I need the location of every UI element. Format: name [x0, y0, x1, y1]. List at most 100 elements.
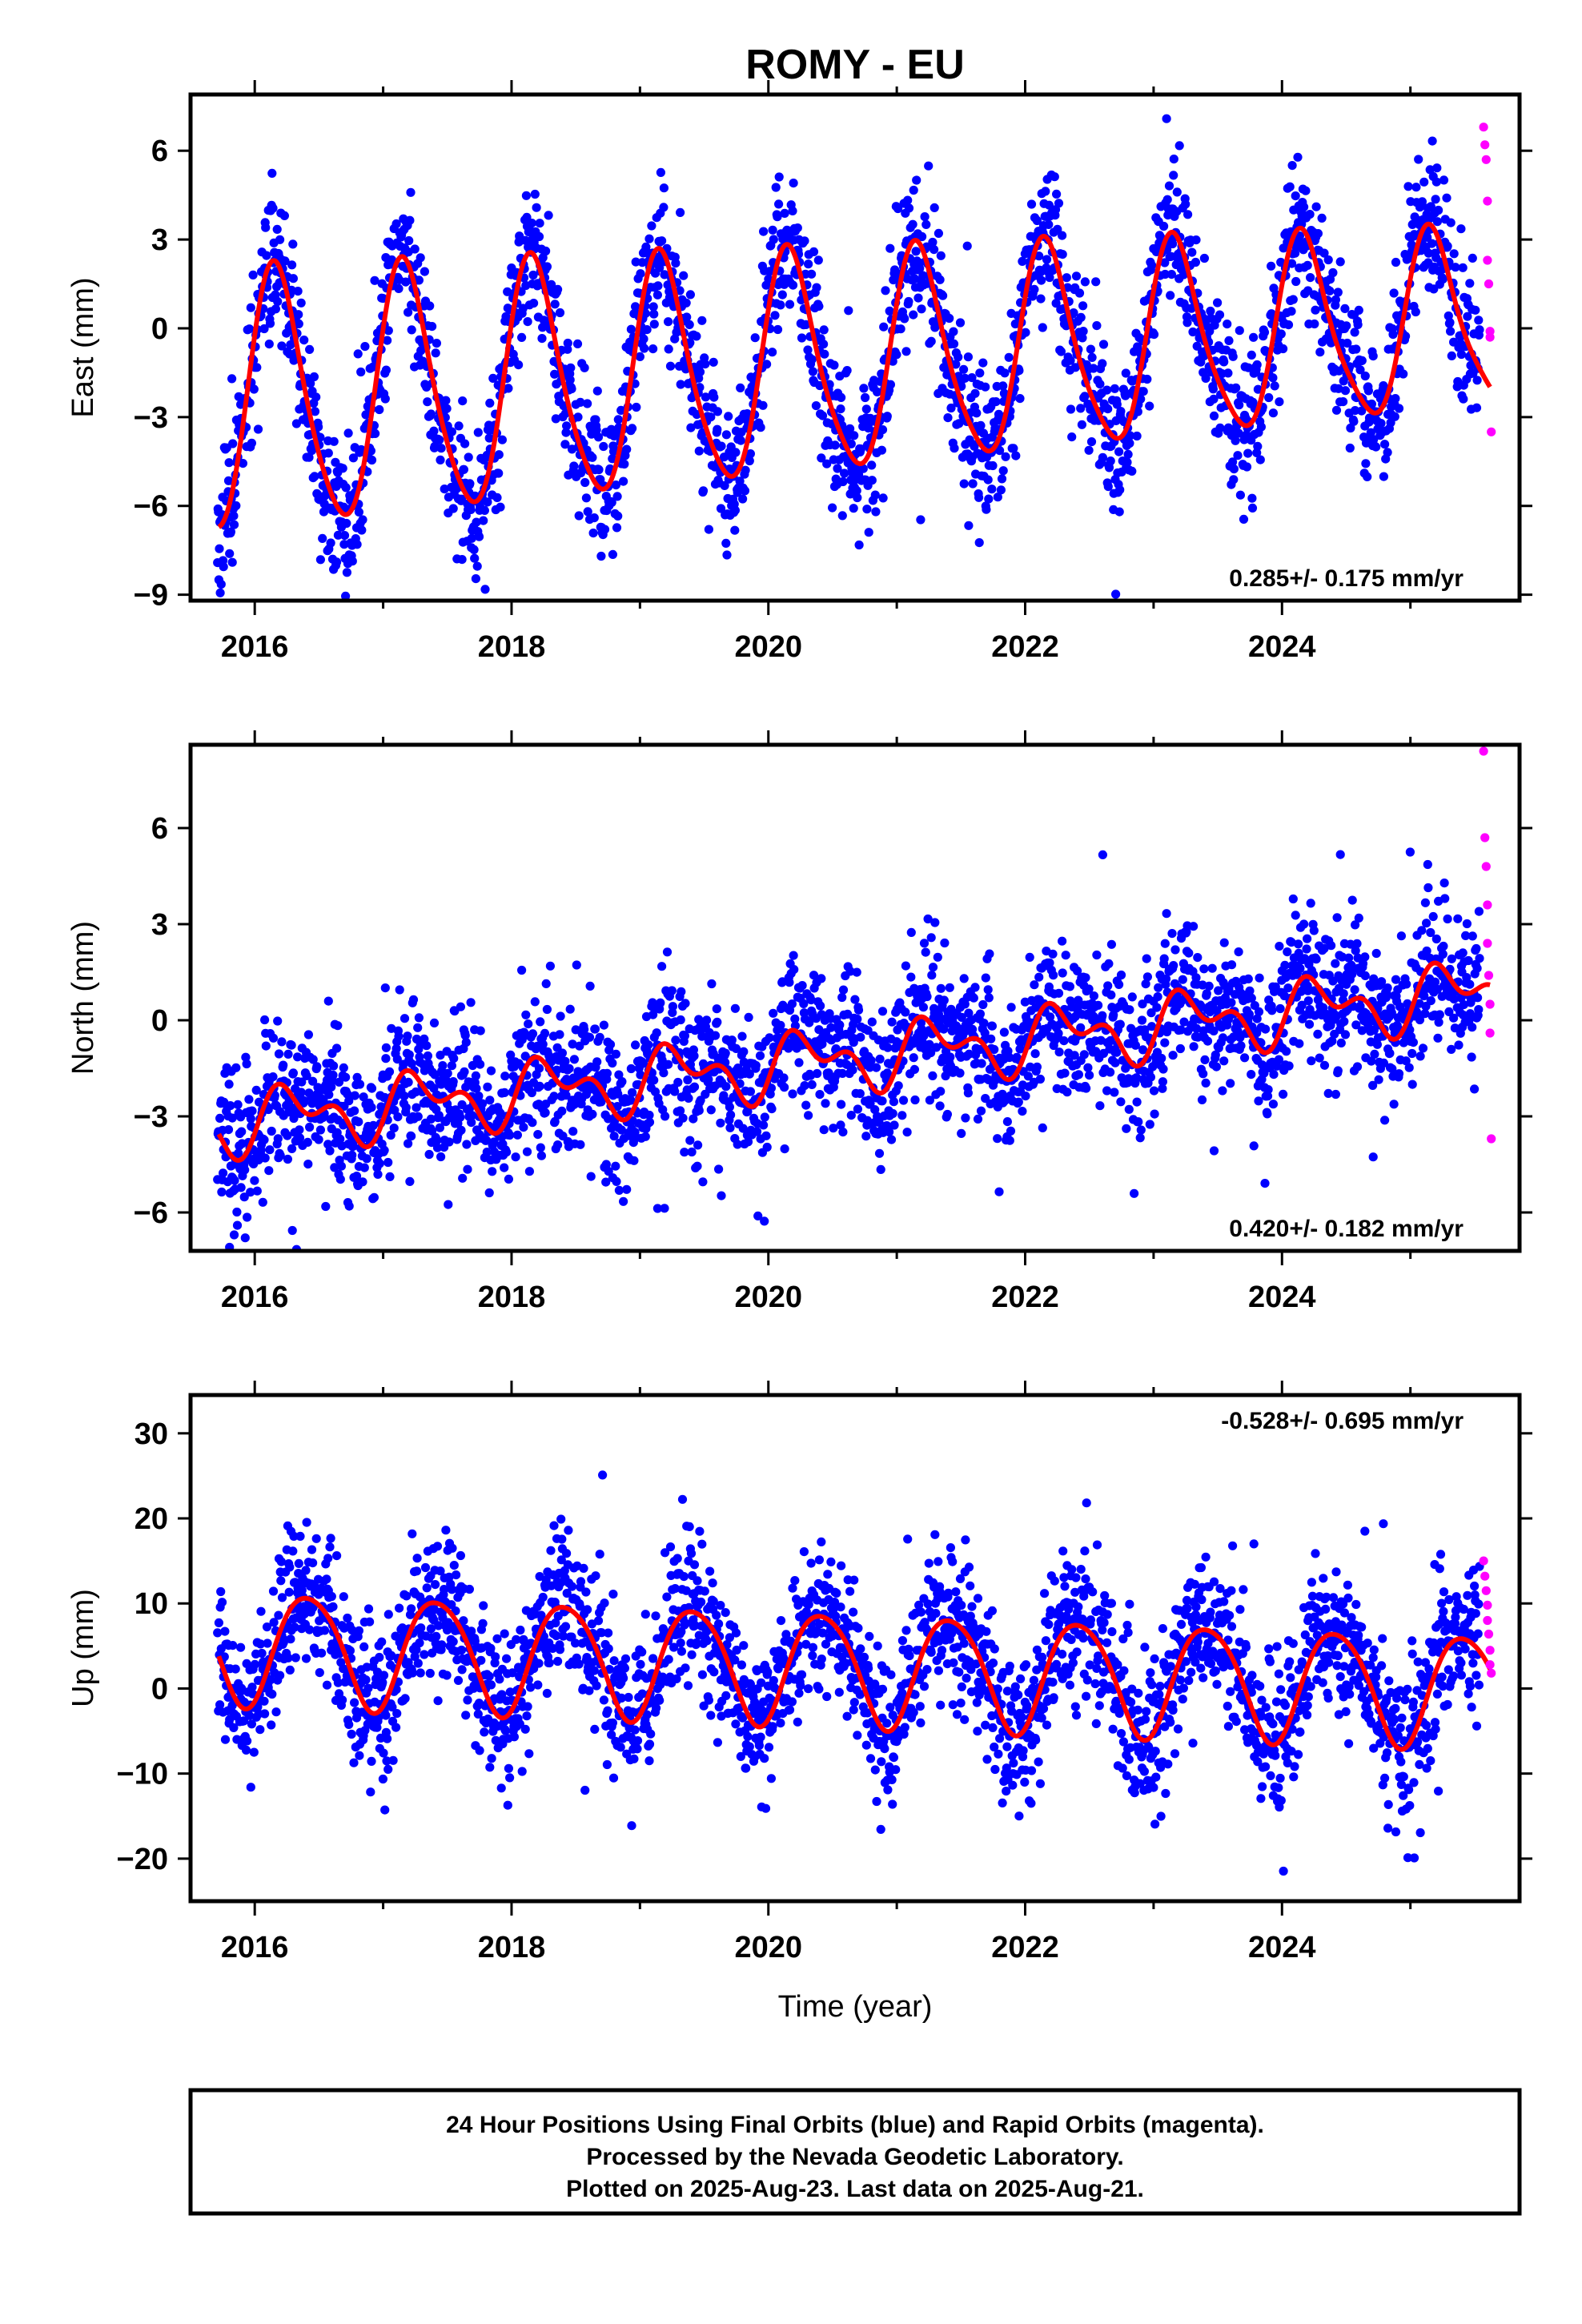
- final-orbit-point: [842, 366, 852, 376]
- final-orbit-point: [1056, 347, 1066, 356]
- final-orbit-point: [961, 1113, 970, 1123]
- final-orbit-point: [464, 452, 473, 462]
- final-orbit-point: [730, 525, 740, 535]
- final-orbit-point: [1058, 968, 1067, 978]
- final-orbit-point: [296, 298, 306, 308]
- final-orbit-point: [287, 1040, 296, 1050]
- final-orbit-point: [1383, 448, 1392, 457]
- final-orbit-point: [1243, 363, 1253, 372]
- final-orbit-point: [226, 1101, 235, 1111]
- final-orbit-point: [640, 308, 650, 318]
- final-orbit-point: [1311, 305, 1320, 315]
- final-orbit-point: [1030, 1049, 1040, 1059]
- final-orbit-point: [534, 231, 544, 242]
- final-orbit-point: [456, 1112, 465, 1122]
- final-orbit-point: [1449, 249, 1459, 259]
- final-orbit-point: [485, 1096, 495, 1105]
- final-orbit-point: [972, 408, 982, 418]
- final-orbit-point: [367, 1103, 376, 1112]
- final-orbit-point: [394, 1031, 404, 1041]
- final-orbit-point: [681, 999, 690, 1008]
- final-orbit-point: [1158, 1077, 1167, 1087]
- final-orbit-point: [599, 1020, 609, 1030]
- final-orbit-point: [976, 1106, 986, 1116]
- final-orbit-point: [1276, 329, 1286, 339]
- final-orbit-point: [892, 350, 901, 360]
- final-orbit-point: [933, 952, 942, 962]
- final-orbit-point: [808, 367, 818, 376]
- final-orbit-point: [1325, 286, 1335, 296]
- final-orbit-point: [611, 480, 621, 490]
- final-orbit-point: [928, 963, 938, 972]
- y-axis-label-east: East (mm): [66, 277, 100, 417]
- final-orbit-point: [946, 1052, 955, 1062]
- final-orbit-point: [976, 420, 986, 431]
- final-orbit-point: [873, 387, 882, 396]
- final-orbit-point: [238, 459, 247, 468]
- final-orbit-point: [994, 1187, 1004, 1196]
- final-orbit-point: [325, 1146, 335, 1156]
- final-orbit-point: [662, 947, 673, 957]
- final-orbit-point: [1425, 165, 1435, 175]
- final-orbit-point: [383, 326, 393, 336]
- final-orbit-point: [969, 993, 978, 1003]
- final-orbit-point: [725, 1102, 735, 1112]
- final-orbit-point: [1157, 1053, 1166, 1063]
- final-orbit-point: [1080, 392, 1090, 401]
- final-orbit-point: [393, 1112, 403, 1122]
- final-orbit-point: [429, 1018, 440, 1027]
- final-orbit-point: [668, 1002, 678, 1011]
- final-orbit-point: [260, 1153, 270, 1163]
- final-orbit-point: [288, 274, 298, 283]
- final-orbit-point: [1363, 472, 1372, 482]
- final-orbit-point: [1249, 332, 1259, 342]
- final-orbit-point: [358, 1177, 367, 1187]
- final-orbit-point: [807, 355, 817, 364]
- final-orbit-point: [1282, 1047, 1291, 1056]
- final-orbit-point: [1054, 199, 1064, 208]
- final-orbit-point: [1102, 1086, 1112, 1096]
- final-orbit-point: [426, 1114, 436, 1124]
- final-orbit-point: [698, 1177, 708, 1187]
- final-orbit-point: [649, 1076, 659, 1085]
- final-orbit-point: [608, 454, 617, 464]
- final-orbit-point: [1371, 442, 1381, 452]
- final-orbit-point: [1209, 1146, 1219, 1156]
- final-orbit-point: [984, 993, 994, 1003]
- final-orbit-point: [466, 505, 476, 515]
- final-orbit-point: [588, 1109, 597, 1119]
- final-orbit-point: [737, 1031, 747, 1041]
- final-orbit-point: [1331, 405, 1342, 415]
- final-orbit-point: [809, 971, 819, 980]
- final-orbit-point: [404, 1139, 413, 1148]
- final-orbit-point: [1133, 342, 1142, 352]
- final-orbit-point: [1301, 186, 1311, 195]
- final-orbit-point: [881, 286, 890, 296]
- final-orbit-point: [1149, 1086, 1159, 1096]
- final-orbit-point: [359, 1092, 368, 1102]
- final-orbit-point: [769, 1008, 778, 1018]
- final-orbit-point: [858, 464, 868, 473]
- final-orbit-point: [1310, 319, 1319, 329]
- final-orbit-point: [405, 1176, 415, 1186]
- final-orbit-point: [927, 971, 937, 980]
- final-orbit-point: [540, 1028, 550, 1038]
- final-orbit-point: [1331, 959, 1340, 968]
- final-orbit-point: [1371, 948, 1381, 959]
- final-orbit-point: [1399, 369, 1408, 379]
- final-orbit-point: [773, 212, 782, 222]
- final-orbit-point: [1253, 384, 1263, 394]
- final-orbit-point: [768, 348, 777, 357]
- final-orbit-point: [268, 203, 278, 213]
- final-orbit-point: [613, 511, 623, 521]
- final-orbit-point: [770, 311, 780, 320]
- final-orbit-point: [640, 344, 649, 353]
- final-orbit-point: [998, 466, 1008, 476]
- final-orbit-point: [1137, 1015, 1147, 1025]
- final-orbit-point: [659, 183, 669, 193]
- final-orbit-point: [1201, 1078, 1211, 1088]
- final-orbit-point: [1445, 318, 1455, 328]
- final-orbit-point: [837, 1100, 846, 1109]
- final-orbit-point: [335, 1175, 345, 1184]
- rapid-orbit-point: [1485, 332, 1495, 342]
